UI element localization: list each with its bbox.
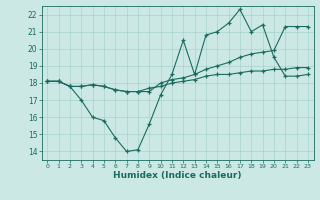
- X-axis label: Humidex (Indice chaleur): Humidex (Indice chaleur): [113, 171, 242, 180]
